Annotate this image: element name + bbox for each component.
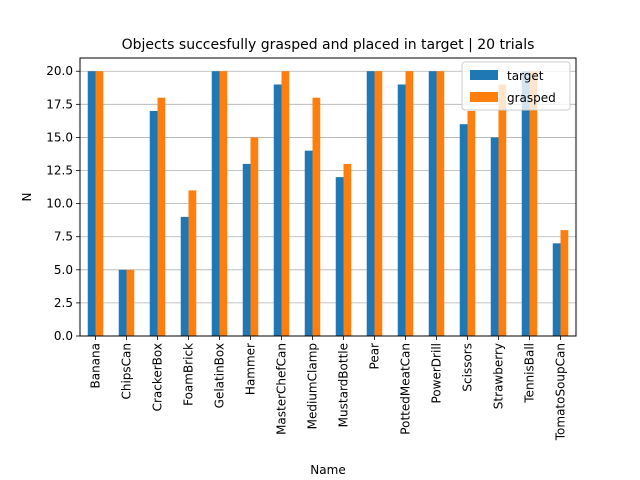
bar-target [459, 124, 468, 336]
bar-grasped [467, 110, 476, 336]
x-tick-label: FoamBrick [182, 343, 196, 406]
x-tick-label: ChipsCan [120, 343, 134, 400]
y-tick-label: 7.5 [54, 230, 73, 244]
x-tick-label: TomatoSoupCan [554, 343, 568, 441]
x-axis: Banana ChipsCan CrackerBox FoamBrick Gelatin… [89, 336, 568, 441]
y-tick-label: 17.5 [46, 97, 73, 111]
bar-grasped [157, 97, 166, 336]
bar-grasped [498, 84, 507, 336]
x-tick-label: Hammer [244, 343, 258, 395]
bar-target [118, 269, 127, 336]
bar-target [490, 137, 499, 336]
x-tick-label: Pear [368, 343, 382, 370]
x-tick-label: CrackerBox [151, 343, 165, 411]
legend-swatch [470, 92, 498, 102]
bar-target [428, 71, 437, 336]
y-tick-label: 5.0 [54, 263, 73, 277]
bar-target [149, 110, 158, 336]
bar-target [87, 71, 96, 336]
x-axis-label: Name [310, 463, 345, 477]
x-tick-label: MasterChefCan [275, 343, 289, 435]
legend: target grasped [461, 61, 571, 111]
bar-grasped [436, 71, 445, 336]
bar-grasped [405, 71, 414, 336]
bar-grasped [95, 71, 104, 336]
bar-grasped [219, 71, 228, 336]
bar-grasped [250, 137, 259, 336]
bar-target [335, 177, 344, 336]
bar-target [211, 71, 220, 336]
y-axis: 0.0 2.5 5.0 7.5 10.0 12.5 15.0 17.5 20.0 [46, 64, 80, 343]
x-tick-label: GelatinBox [213, 343, 227, 408]
y-tick-label: 15.0 [46, 130, 73, 144]
x-tick-label: MustardBottle [337, 343, 351, 427]
bar-grasped [560, 230, 569, 336]
bar-grasped [374, 71, 383, 336]
bar-target [273, 84, 282, 336]
y-tick-label: 12.5 [46, 164, 73, 178]
bar-target [552, 243, 561, 336]
bar-grasped [126, 269, 135, 336]
plot-frame [79, 57, 577, 337]
y-tick-label: 2.5 [54, 296, 73, 310]
legend-label: target [507, 69, 544, 83]
bar-grasped [343, 163, 352, 336]
bar-target [521, 71, 530, 336]
bar-target [366, 71, 375, 336]
legend-label: grasped [507, 91, 556, 105]
x-tick-label: Strawberry [492, 343, 506, 409]
bar-target [397, 84, 406, 336]
bar-grasped [188, 190, 197, 336]
bar-target [242, 163, 251, 336]
y-tick-label: 20.0 [46, 64, 73, 78]
x-tick-label: PottedMeatCan [399, 343, 413, 435]
y-tick-label: 10.0 [46, 197, 73, 211]
y-tick-label: 0.0 [54, 329, 73, 343]
x-tick-label: Scissors [461, 343, 475, 392]
x-tick-label: Banana [89, 343, 103, 389]
bar-target [304, 150, 313, 336]
bar-grasped [529, 71, 538, 336]
bars [87, 71, 569, 336]
x-tick-label: PowerDrill [430, 343, 444, 403]
chart-title: Objects succesfully grasped and placed i… [122, 37, 535, 53]
x-tick-label: MediumClamp [306, 343, 320, 429]
legend-swatch [470, 70, 498, 80]
x-tick-label: TennisBall [523, 343, 537, 404]
y-axis-label: N [20, 193, 34, 202]
bar-target [180, 216, 189, 336]
bar-grasped [281, 71, 290, 336]
bar-grasped [312, 97, 321, 336]
